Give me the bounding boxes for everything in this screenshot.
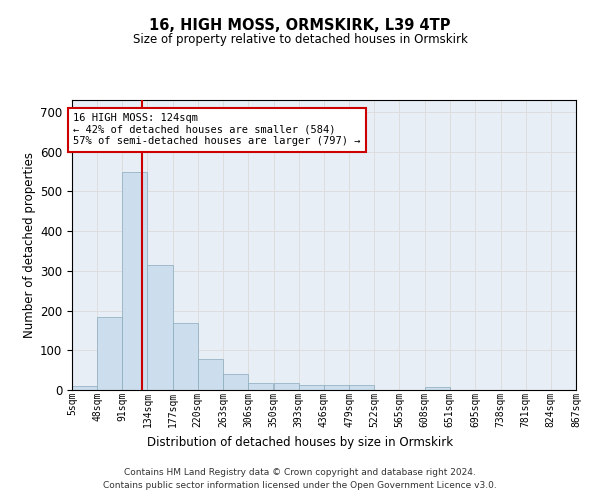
Bar [72, 386, 97, 390]
Bar [223, 374, 248, 390]
Text: Size of property relative to detached houses in Ormskirk: Size of property relative to detached ho… [133, 32, 467, 46]
Text: 16, HIGH MOSS, ORMSKIRK, L39 4TP: 16, HIGH MOSS, ORMSKIRK, L39 4TP [149, 18, 451, 32]
Bar [248, 383, 273, 390]
Y-axis label: Number of detached properties: Number of detached properties [23, 152, 36, 338]
Bar [299, 385, 324, 390]
Bar [173, 324, 198, 390]
Bar [425, 387, 450, 390]
Bar [148, 265, 173, 390]
Bar [122, 172, 148, 390]
Bar [198, 360, 223, 390]
Bar [349, 385, 374, 390]
Bar [97, 316, 122, 390]
Text: Contains public sector information licensed under the Open Government Licence v3: Contains public sector information licen… [103, 482, 497, 490]
Bar [274, 383, 299, 390]
Bar [324, 385, 349, 390]
Text: Contains HM Land Registry data © Crown copyright and database right 2024.: Contains HM Land Registry data © Crown c… [124, 468, 476, 477]
Text: 16 HIGH MOSS: 124sqm
← 42% of detached houses are smaller (584)
57% of semi-deta: 16 HIGH MOSS: 124sqm ← 42% of detached h… [73, 113, 361, 146]
Text: Distribution of detached houses by size in Ormskirk: Distribution of detached houses by size … [147, 436, 453, 449]
